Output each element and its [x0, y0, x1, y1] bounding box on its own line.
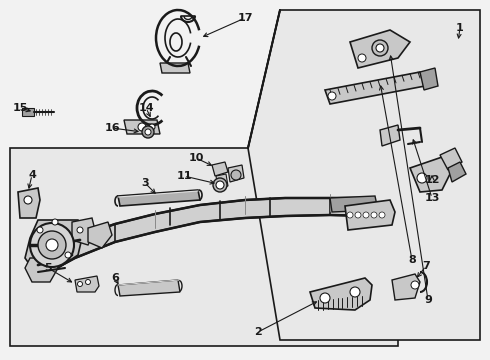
- Circle shape: [145, 129, 151, 135]
- Polygon shape: [448, 162, 466, 182]
- Polygon shape: [38, 198, 370, 278]
- Text: 1: 1: [456, 23, 464, 33]
- Circle shape: [138, 123, 146, 131]
- Circle shape: [52, 219, 58, 225]
- Polygon shape: [88, 222, 112, 248]
- Circle shape: [328, 92, 336, 100]
- Circle shape: [77, 227, 83, 233]
- Polygon shape: [22, 108, 34, 116]
- Circle shape: [213, 178, 227, 192]
- Text: 6: 6: [111, 273, 119, 283]
- Circle shape: [350, 287, 360, 297]
- Bar: [10, 148, 398, 346]
- Polygon shape: [345, 200, 395, 230]
- Circle shape: [411, 281, 419, 289]
- Polygon shape: [25, 220, 82, 272]
- Circle shape: [363, 212, 369, 218]
- Circle shape: [347, 212, 353, 218]
- Polygon shape: [118, 190, 200, 206]
- Polygon shape: [18, 188, 40, 218]
- Circle shape: [77, 282, 82, 287]
- Polygon shape: [212, 162, 228, 176]
- Text: 16: 16: [104, 123, 120, 133]
- Circle shape: [142, 126, 154, 138]
- Circle shape: [320, 293, 330, 303]
- Polygon shape: [420, 68, 438, 90]
- Circle shape: [37, 227, 43, 233]
- Circle shape: [30, 223, 74, 267]
- Circle shape: [355, 212, 361, 218]
- Polygon shape: [75, 276, 99, 292]
- Text: 3: 3: [141, 178, 149, 188]
- Polygon shape: [392, 274, 420, 300]
- Circle shape: [149, 124, 155, 130]
- Text: 9: 9: [424, 295, 432, 305]
- Circle shape: [417, 173, 427, 183]
- Circle shape: [376, 44, 384, 52]
- Polygon shape: [440, 148, 462, 170]
- Circle shape: [379, 212, 385, 218]
- Text: 15: 15: [12, 103, 28, 113]
- Text: 13: 13: [424, 193, 440, 203]
- Circle shape: [38, 231, 66, 259]
- Circle shape: [371, 212, 377, 218]
- Circle shape: [372, 40, 388, 56]
- Polygon shape: [310, 278, 372, 310]
- Polygon shape: [410, 155, 452, 192]
- Polygon shape: [380, 125, 400, 146]
- Polygon shape: [124, 120, 160, 134]
- Text: 14: 14: [138, 103, 154, 113]
- Circle shape: [216, 181, 224, 189]
- Text: 2: 2: [254, 327, 262, 337]
- Polygon shape: [325, 72, 425, 104]
- Text: 12: 12: [424, 175, 440, 185]
- Text: 5: 5: [44, 263, 52, 273]
- Polygon shape: [216, 174, 228, 188]
- Text: 4: 4: [28, 170, 36, 180]
- Circle shape: [24, 196, 32, 204]
- Text: 8: 8: [408, 255, 416, 265]
- Polygon shape: [160, 63, 190, 73]
- Text: 17: 17: [237, 13, 253, 23]
- Polygon shape: [330, 196, 378, 212]
- Text: 11: 11: [176, 171, 192, 181]
- Circle shape: [46, 239, 58, 251]
- Circle shape: [231, 170, 241, 180]
- Circle shape: [85, 279, 91, 284]
- Circle shape: [358, 54, 366, 62]
- Polygon shape: [228, 165, 244, 182]
- Text: 7: 7: [422, 261, 430, 271]
- Polygon shape: [72, 218, 95, 245]
- Text: 10: 10: [188, 153, 204, 163]
- Polygon shape: [350, 30, 410, 68]
- Polygon shape: [118, 280, 180, 296]
- Polygon shape: [25, 258, 58, 282]
- Polygon shape: [248, 10, 480, 340]
- Circle shape: [65, 252, 71, 258]
